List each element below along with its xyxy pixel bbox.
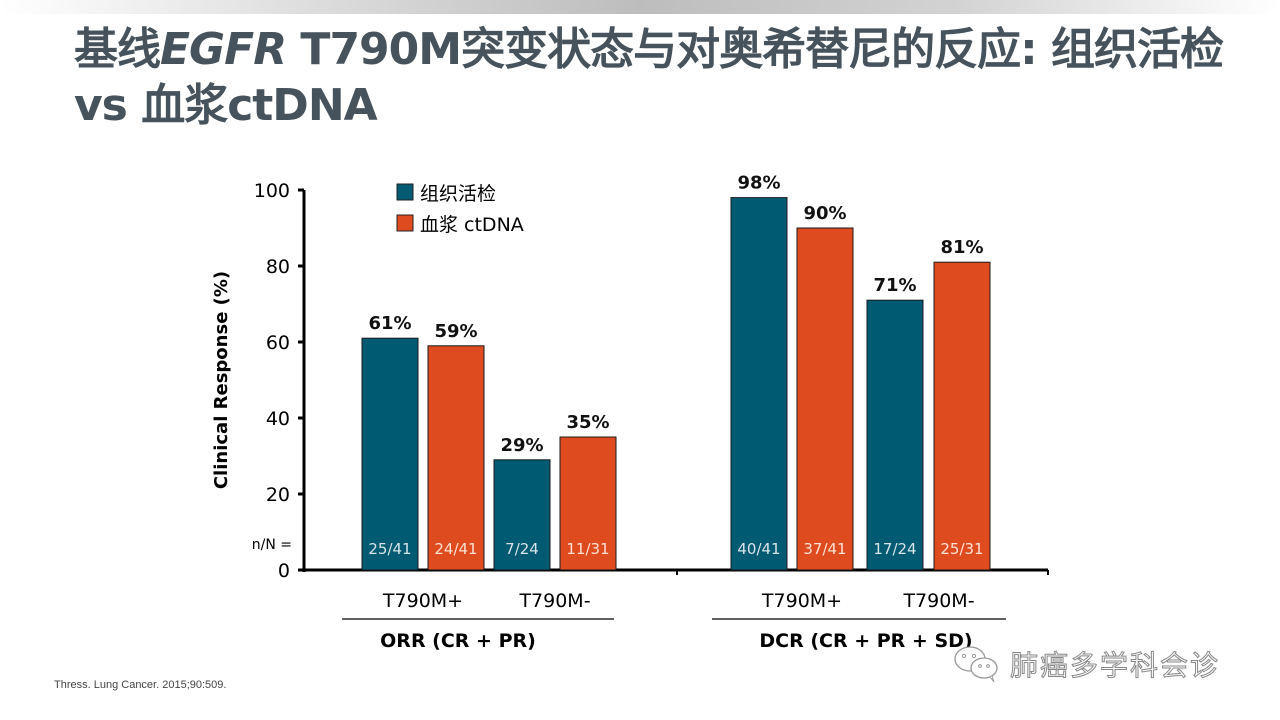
bar-plasma (559, 436, 617, 571)
bar-nN-label: 7/24 (505, 540, 539, 558)
y-tick-label: 100 (254, 180, 290, 202)
y-tick-label: 80 (266, 256, 290, 278)
bar-nN-label: 11/31 (566, 540, 609, 558)
wechat-icon (954, 646, 998, 683)
bar-value-label: 98% (737, 173, 780, 194)
labels: 61% 25/41 59% 24/41 T790M+ 29% 7/24 35% 11/31 T79… (368, 173, 983, 652)
title-part: T790M突变状态与对奥希替尼的反应: 组织活检 vs 血浆ctDNA (74, 24, 1224, 131)
bar-plasma (933, 261, 991, 571)
category-label: T790M- (518, 590, 590, 612)
watermark-text: 肺癌多学科会诊 (1009, 649, 1221, 683)
bar-value-label: 71% (873, 275, 916, 296)
bar-nN-label: 17/24 (873, 540, 916, 558)
bar-value-label: 61% (368, 313, 411, 334)
y-tick-label: 60 (266, 332, 290, 354)
bar-tissue (361, 337, 419, 571)
bar-tissue (493, 459, 551, 571)
bar-nN-label: 24/41 (434, 540, 477, 558)
group-label: DCR (CR + PR + SD) (759, 630, 972, 652)
slide-title: 基线EGFR T790M突变状态与对奥希替尼的反应: 组织活检 vs 血浆ctD… (74, 22, 1244, 134)
y-tick-label: 0 (278, 560, 290, 582)
bar-plasma (427, 345, 485, 571)
bar-nN-label: 25/41 (368, 540, 411, 558)
bar-value-label: 81% (940, 237, 983, 258)
legend: 组织活检 血浆 ctDNA (396, 183, 524, 236)
bar-value-label: 29% (500, 435, 543, 456)
y-axis-label: Clinical Response (%) (211, 271, 232, 489)
legend-label-plasma: 血浆 ctDNA (420, 214, 524, 236)
category-label: T790M- (902, 590, 974, 612)
group-label: ORR (CR + PR) (380, 630, 536, 652)
bar-nN-label: 40/41 (737, 540, 780, 558)
bar-value-label: 35% (566, 412, 609, 433)
bars (361, 197, 991, 571)
bar-nN-label: 37/41 (803, 540, 846, 558)
n-over-N-label: n/N = (252, 537, 292, 553)
y-tick-label: 40 (266, 408, 290, 430)
category-label: T790M+ (382, 590, 463, 612)
y-tick-label: 20 (266, 484, 290, 506)
title-part-italic: EGFR (160, 24, 287, 75)
title-part: 基线 (74, 24, 161, 75)
watermark: 肺癌多学科会诊 (952, 644, 1220, 684)
legend-label-tissue: 组织活检 (420, 183, 496, 205)
bar-value-label: 90% (803, 203, 846, 224)
category-label: T790M+ (761, 590, 842, 612)
bar-tissue (866, 299, 924, 571)
legend-swatch-plasma (396, 214, 414, 232)
legend-swatch-tissue (396, 183, 414, 201)
bar-value-label: 59% (434, 321, 477, 342)
bar-nN-label: 25/31 (940, 540, 983, 558)
top-gradient-bar (0, 0, 1280, 14)
bar-tissue (730, 197, 788, 571)
bar-plasma (796, 227, 854, 571)
citation: Thress. Lung Cancer. 2015;90:509. (54, 679, 227, 691)
